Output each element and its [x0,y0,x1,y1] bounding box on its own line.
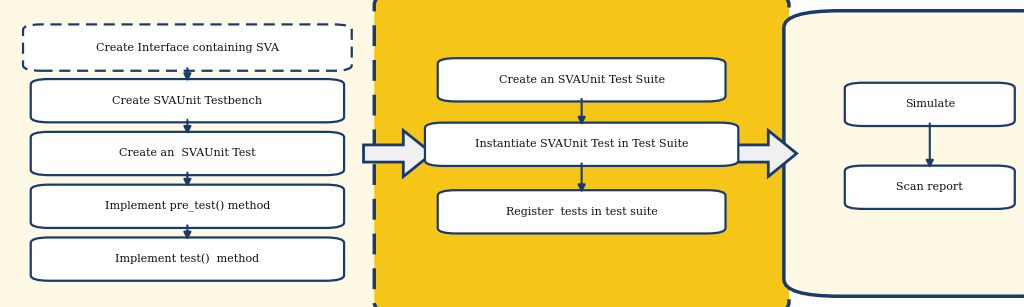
Polygon shape [729,130,797,177]
FancyBboxPatch shape [437,190,725,233]
FancyBboxPatch shape [31,79,344,122]
FancyBboxPatch shape [425,122,738,166]
FancyBboxPatch shape [24,24,352,71]
FancyBboxPatch shape [437,58,725,101]
Text: Simulate: Simulate [904,99,955,109]
FancyBboxPatch shape [31,185,344,228]
Text: Create Interface containing SVA: Create Interface containing SVA [96,43,279,52]
FancyBboxPatch shape [31,238,344,281]
FancyBboxPatch shape [31,132,344,175]
FancyBboxPatch shape [0,0,412,307]
Text: Implement pre_test() method: Implement pre_test() method [104,201,270,212]
Polygon shape [364,130,432,177]
Text: Create SVAUnit Testbench: Create SVAUnit Testbench [113,96,262,106]
FancyBboxPatch shape [375,0,788,307]
Text: Create an SVAUnit Test Suite: Create an SVAUnit Test Suite [499,75,665,85]
Text: Register  tests in test suite: Register tests in test suite [506,207,657,217]
FancyBboxPatch shape [784,11,1024,296]
FancyBboxPatch shape [845,83,1015,126]
Text: Scan report: Scan report [896,182,964,192]
FancyBboxPatch shape [845,166,1015,209]
Text: Instantiate SVAUnit Test in Test Suite: Instantiate SVAUnit Test in Test Suite [475,139,688,149]
Text: Create an  SVAUnit Test: Create an SVAUnit Test [119,149,256,158]
Text: Implement test()  method: Implement test() method [116,254,259,264]
